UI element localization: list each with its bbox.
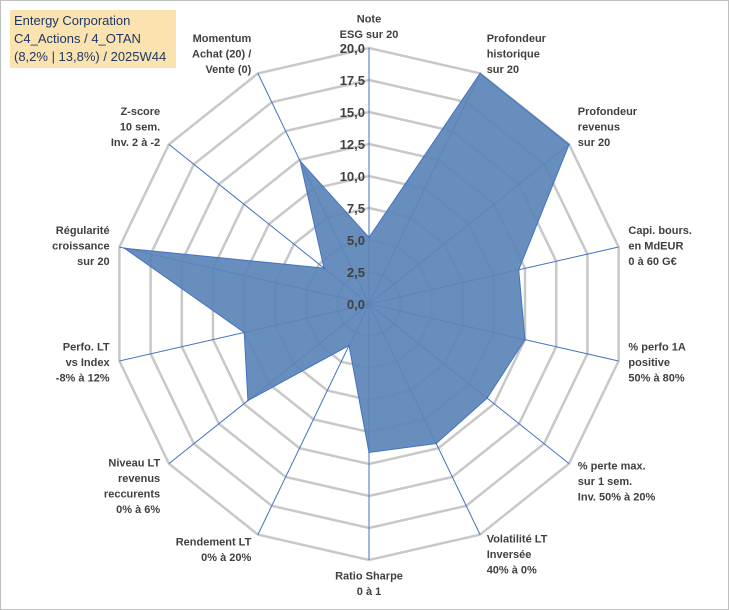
data-point [517,269,520,271]
data-point [299,160,301,162]
axis-label: vs Index [66,357,111,369]
tick-label: 15,0 [340,105,365,120]
axis-label: % perfo 1A [628,342,686,354]
portfolio-category: C4_Actions / 4_OTAN [14,31,141,46]
axis-label: Z-score [120,106,160,118]
performance-week: (8,2% | 13,8%) / 2025W44 [14,49,167,64]
data-point [243,331,245,334]
data-point [348,344,350,347]
axis-label: revenus [578,121,620,133]
axis-label: 10 sem. [120,121,160,133]
axis-label: ESG sur 20 [340,29,399,41]
axis-label: -8% à 12% [56,373,110,385]
axis-label: Ratio Sharpe [335,571,403,583]
title-box: Entergy Corporation C4_Actions / 4_OTAN … [10,10,176,68]
axis-label: Régularité [56,225,110,237]
axis-label: positive [628,357,670,369]
axis-label: sur 20 [77,256,109,268]
tick-label: 10,0 [340,169,365,184]
axis-label: Inv. 2 à -2 [111,137,160,149]
axis-label: 0% à 6% [116,504,160,516]
axis-label: revenus [118,473,160,485]
axis-label: croissance [52,240,109,252]
radial-tick-labels: 0,0 2,5 5,0 7,5 10,0 12,5 15,0 17,5 20,0 [340,41,365,312]
tick-label: 12,5 [340,137,365,152]
axis-label: 0 à 1 [357,586,381,598]
data-point [368,451,370,454]
data-point [247,399,249,402]
data-point [486,397,488,400]
tick-label: 7,5 [347,201,365,216]
axis-label: en MdEUR [628,240,683,252]
axis-label: Profondeur [578,106,638,118]
axis-label: reccurents [104,489,160,501]
axis-label: 40% à 0% [487,564,537,576]
axis-label: Vente (0) [205,64,251,76]
tick-label: 0,0 [347,297,365,312]
data-point [479,72,481,75]
axis-label: Note [357,14,381,26]
axis-label: Inv. 50% à 20% [578,492,656,504]
tick-label: 2,5 [347,265,365,280]
axis-label: Perfo. LT [63,342,110,354]
data-point [524,338,526,341]
axis-label: Niveau LT [108,458,160,470]
data-point [123,247,126,249]
axis-label: 0 à 60 G€ [628,256,676,268]
axis-label: 0% à 20% [201,552,251,564]
axis-label: Momentum [193,33,252,45]
axis-label: Profondeur [487,33,547,45]
data-point [368,236,370,239]
data-point [435,442,438,445]
data-point [568,143,570,146]
axis-label: sur 20 [487,64,519,76]
tick-label: 17,5 [340,73,365,88]
axis-label: historique [487,49,540,61]
axis-label: Volatilité LT [487,533,548,545]
tick-label: 20,0 [340,41,365,56]
company-name: Entergy Corporation [14,13,131,28]
axis-label: sur 20 [578,137,610,149]
axis-label: Inversée [487,549,532,561]
axis-label: sur 1 sem. [578,476,632,488]
tick-label: 5,0 [347,233,365,248]
axis-label: % perte max. [578,461,646,473]
axis-labels: Note ESG sur 20 Profondeur historique sur 20… [52,14,692,599]
axis-label: Rendement LT [176,536,252,548]
axis-label: Capi. bours. [628,225,692,237]
data-point [323,267,325,269]
axis-label: Achat (20) / [192,49,251,61]
radar-series [122,72,570,454]
axis-label: 50% à 80% [628,373,684,385]
